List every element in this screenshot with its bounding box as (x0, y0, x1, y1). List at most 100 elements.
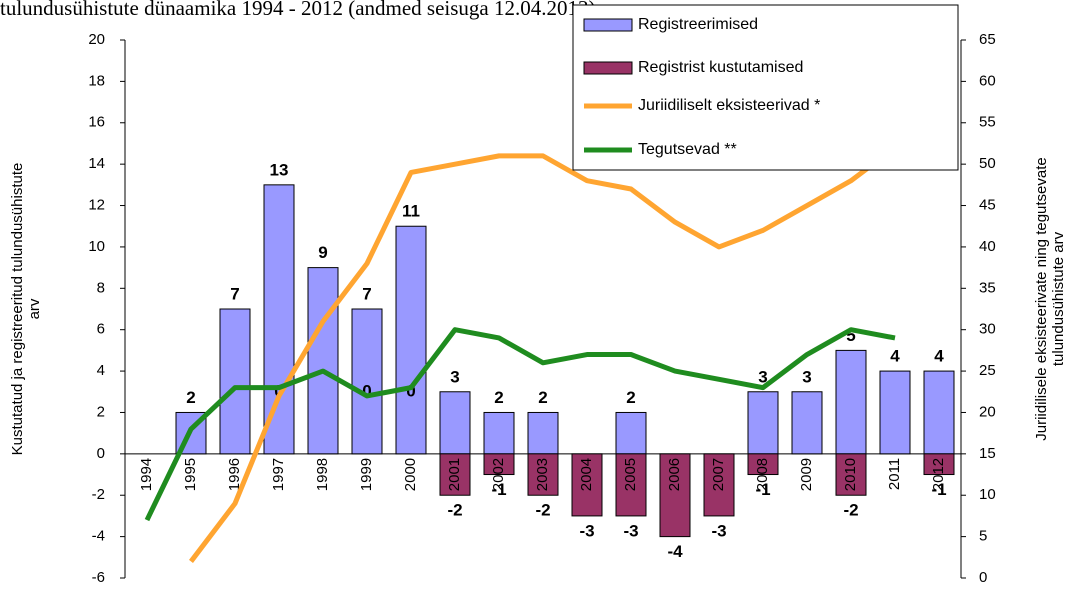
y-axis-label: Kustutatud ja registreeritud tulundusühi… (9, 163, 26, 456)
y-axis-label: arv (26, 298, 43, 319)
data-label: 5 (846, 326, 855, 345)
legend-label: Registrist kustutamised (638, 59, 803, 76)
legend-box (572, 4, 959, 171)
y2-tick-label: 15 (979, 445, 996, 462)
bar (747, 453, 779, 476)
y2-tick-label: 20 (979, 403, 996, 420)
bar (835, 453, 867, 496)
y-tick-label: 10 (88, 238, 105, 255)
data-label: 9 (318, 243, 327, 262)
x-tick-label: 1994 (138, 458, 155, 491)
data-label: 4 (934, 347, 944, 366)
data-label: 13 (270, 160, 289, 179)
x-tick-label: 2009 (798, 458, 815, 491)
x-tick-label: 2002 (490, 458, 507, 491)
chart-title: tulundusühistute dünaamika 1994 - 2012 (… (0, 0, 596, 20)
bar (483, 411, 515, 455)
data-label: -3 (711, 521, 726, 540)
data-label: 3 (758, 367, 767, 386)
data-label: -1 (931, 480, 946, 499)
bar (923, 453, 955, 476)
y-tick-label: 8 (97, 279, 105, 296)
y-tick-label: 2 (97, 403, 105, 420)
legend-label: Juriidiliselt eksisteerivad * (638, 97, 820, 114)
bar (747, 391, 779, 455)
x-tick-label: 2004 (578, 458, 595, 491)
bar (615, 411, 647, 455)
y2-tick-label: 10 (979, 486, 996, 503)
data-label: 0 (406, 381, 415, 400)
x-tick-label: 2007 (710, 458, 727, 491)
y2-tick-label: 25 (979, 362, 996, 379)
bar (835, 349, 867, 455)
data-label: -4 (667, 542, 683, 561)
x-tick-label: 2011 (886, 458, 903, 490)
y-tick-label: 4 (97, 362, 105, 379)
y-tick-label: 0 (97, 445, 105, 462)
data-label: -2 (535, 501, 550, 520)
y-tick-label: 20 (88, 31, 105, 48)
bar (923, 370, 955, 455)
x-tick-label: 2001 (446, 458, 463, 491)
data-label: 3 (802, 367, 811, 386)
bar (791, 391, 823, 455)
x-tick-label: 2010 (842, 458, 859, 491)
x-tick-label: 1996 (226, 458, 243, 491)
data-label: -1 (491, 480, 506, 499)
y-tick-label: -2 (92, 486, 105, 503)
y2-tick-label: 5 (979, 528, 987, 545)
bar (395, 225, 427, 455)
data-label: 7 (362, 284, 371, 303)
data-label: -3 (623, 521, 638, 540)
x-tick-label: 2000 (402, 458, 419, 491)
data-label: 2 (186, 388, 195, 407)
y2-axis-label: Juriidilisele eksisteerivate ning teguts… (1033, 157, 1050, 440)
bar (659, 453, 691, 538)
y-tick-label: 14 (88, 155, 105, 172)
y2-tick-label: 40 (979, 238, 996, 255)
data-label: 4 (890, 347, 900, 366)
data-label: 0 (362, 381, 371, 400)
data-label: -1 (755, 480, 770, 499)
data-label: -2 (447, 501, 462, 520)
y2-axis-label: tulundusühistute arv (1050, 231, 1067, 366)
y-tick-label: 6 (97, 321, 105, 338)
bar (351, 308, 383, 455)
bar (703, 453, 735, 517)
bar (571, 453, 603, 517)
x-tick-label: 1998 (314, 458, 331, 491)
y2-tick-label: 55 (979, 114, 996, 131)
y2-tick-label: 50 (979, 155, 996, 172)
legend-label: Tegutsevad ** (638, 141, 737, 158)
data-label: 2 (538, 388, 547, 407)
y2-tick-label: 35 (979, 279, 996, 296)
bar (615, 453, 647, 517)
bar (527, 411, 559, 455)
x-tick-label: 1995 (182, 458, 199, 491)
y2-tick-label: 45 (979, 197, 996, 214)
y-tick-label: 18 (88, 72, 105, 89)
data-label: 0 (274, 381, 283, 400)
data-label: -2 (843, 501, 858, 520)
data-label: 7 (230, 284, 239, 303)
line-series (189, 120, 941, 563)
x-tick-label: 2006 (666, 458, 683, 491)
data-label: 11 (402, 202, 420, 221)
data-label: 2 (494, 388, 503, 407)
y2-tick-label: 0 (979, 569, 987, 584)
x-tick-label: 2012 (930, 458, 947, 491)
y-tick-label: -6 (92, 569, 105, 584)
y-tick-label: 16 (88, 114, 105, 131)
y2-tick-label: 30 (979, 321, 996, 338)
x-tick-label: 2005 (622, 458, 639, 491)
x-tick-label: 1999 (358, 458, 375, 491)
data-label: -3 (579, 521, 594, 540)
bar (263, 184, 295, 455)
legend-swatch (583, 18, 633, 32)
x-tick-label: 2003 (534, 458, 551, 491)
bar (439, 391, 471, 455)
bar (439, 453, 471, 496)
line-series (144, 327, 896, 522)
x-tick-label: 1997 (270, 458, 287, 491)
